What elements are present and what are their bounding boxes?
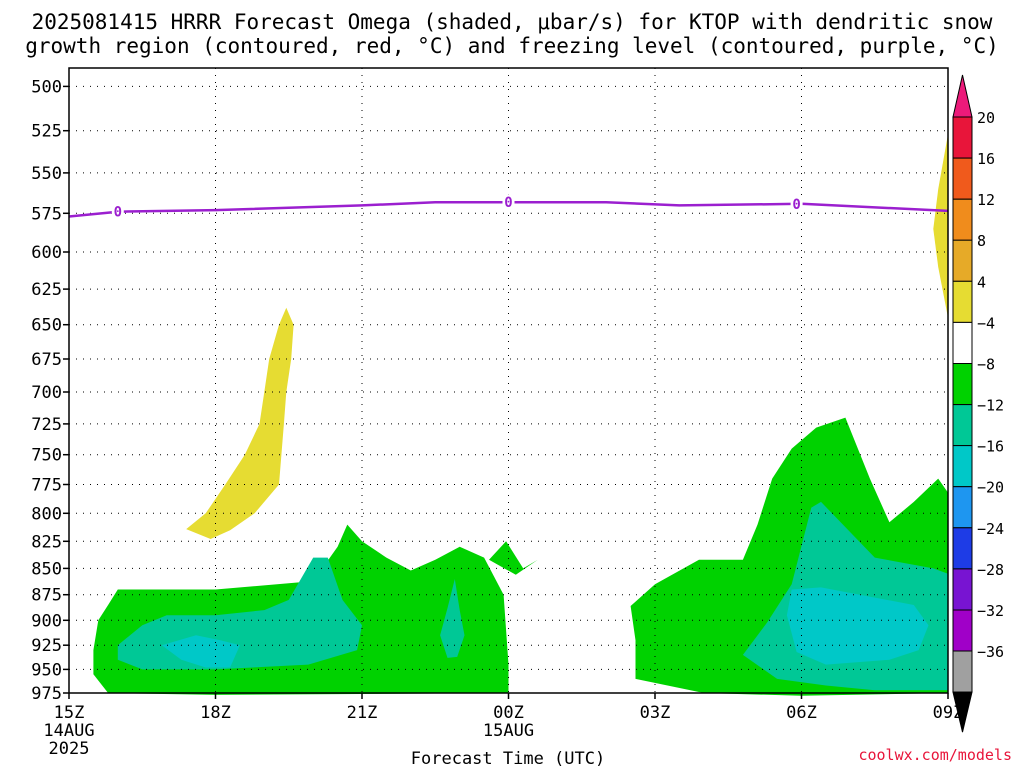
colorbar-swatch-9 <box>952 445 973 488</box>
colorbar-swatch-5 <box>952 280 973 323</box>
y-tick-label-525: 525 <box>31 122 62 142</box>
y-tick-label-925: 925 <box>31 636 62 656</box>
x-tick-label-09Z: 09Z <box>933 703 964 723</box>
colorbar-label-6: −4 <box>977 314 995 332</box>
freezing-level-label-1: 0 <box>114 205 122 221</box>
colorbar-swatch-6 <box>952 321 973 364</box>
freezing-level-label-bg-1 <box>111 203 124 220</box>
freezing-level-label-2: 0 <box>504 195 512 211</box>
x-tick-label-18Z: 18Z <box>200 703 231 723</box>
y-tick-label-625: 625 <box>31 280 62 300</box>
y-tick-label-575: 575 <box>31 204 62 224</box>
omega-region-5 <box>489 541 538 575</box>
colorbar-label-11: −24 <box>977 520 1004 538</box>
freezing-level-label-bg-3 <box>790 195 803 212</box>
y-tick-label-975: 975 <box>31 684 62 704</box>
colorbar-top-arrow <box>952 74 973 118</box>
colorbar-label-12: −28 <box>977 561 1004 579</box>
omega-region-10 <box>786 587 929 665</box>
y-tick-label-550: 550 <box>31 164 62 184</box>
colorbar-label-13: −32 <box>977 602 1004 620</box>
x-tick-label-06Z: 06Z <box>786 703 817 723</box>
x-tick-label-00Z: 00Z <box>493 703 524 723</box>
y-tick-label-725: 725 <box>31 415 62 435</box>
y-tick-label-750: 750 <box>31 446 62 466</box>
colorbar-swatch-2 <box>952 157 973 200</box>
colorbar-swatch-7 <box>952 363 973 406</box>
credit-text: coolwx.com/models <box>858 746 1012 764</box>
pressure-axis: 500 525 550 575 600 625 650 675 700 725 750 775 800 8… <box>31 77 69 704</box>
y-tick-label-900: 900 <box>31 611 62 631</box>
colorbar-swatch-14 <box>952 650 973 693</box>
x-tick-label-03Z: 03Z <box>640 703 671 723</box>
colorbar-label-14: −36 <box>977 643 1004 661</box>
colorbar-swatch-8 <box>952 404 973 447</box>
colorbar-swatch-4 <box>952 239 973 282</box>
x-tick-year-15Z: 2025 <box>49 739 90 759</box>
chart-title-line-1: 2025081415 HRRR Forecast Omega (shaded, … <box>32 10 993 34</box>
y-tick-label-875: 875 <box>31 586 62 606</box>
y-tick-label-700: 700 <box>31 383 62 403</box>
colorbar-label-1: 20 <box>977 109 995 127</box>
colorbar-label-7: −8 <box>977 356 995 374</box>
y-tick-label-500: 500 <box>31 77 62 97</box>
colorbar-swatch-3 <box>952 198 973 241</box>
y-tick-label-675: 675 <box>31 350 62 370</box>
colorbar-swatch-1 <box>952 116 973 159</box>
y-tick-label-800: 800 <box>31 504 62 524</box>
freezing-level-contour <box>68 200 949 218</box>
omega-region-1 <box>186 307 294 539</box>
x-tick-label-21Z: 21Z <box>347 703 378 723</box>
colorbar-label-3: 12 <box>977 191 995 209</box>
colorbar-swatch-10 <box>952 486 973 529</box>
x-tick-date-00Z: 15AUG <box>483 721 534 741</box>
colorbar-swatch-12 <box>952 568 973 611</box>
y-tick-label-825: 825 <box>31 532 62 552</box>
freezing-level-labels: 0 0 0 <box>111 194 803 221</box>
chart-title-line-2: growth region (contoured, red, °C) and f… <box>25 34 999 58</box>
x-tick-date-15Z: 14AUG <box>43 721 94 741</box>
omega-shaded-regions <box>93 134 948 696</box>
colorbar-swatch-11 <box>952 527 973 570</box>
x-axis-title: Forecast Time (UTC) <box>411 749 605 768</box>
omega-region-9 <box>161 635 240 668</box>
colorbar-bottom-arrow <box>952 691 973 733</box>
freezing-level-label-bg-2 <box>502 194 515 211</box>
omega-region-2 <box>933 134 948 318</box>
omega-region-7 <box>440 579 465 658</box>
omega-colorbar: 20 16 12 8 4 −4 −8 −12 −16 −20 −24 −28 −32 −36 <box>952 74 1004 733</box>
colorbar-label-2: 16 <box>977 150 995 168</box>
y-tick-label-600: 600 <box>31 243 62 263</box>
colorbar-label-8: −12 <box>977 397 1004 415</box>
y-tick-label-775: 775 <box>31 476 62 496</box>
x-tick-label-15Z: 15Z <box>54 703 85 723</box>
y-tick-label-850: 850 <box>31 559 62 579</box>
colorbar-label-10: −20 <box>977 479 1004 497</box>
y-tick-label-950: 950 <box>31 660 62 680</box>
colorbar-swatch-13 <box>952 609 973 652</box>
y-tick-label-650: 650 <box>31 316 62 336</box>
colorbar-label-5: 4 <box>977 273 986 291</box>
colorbar-label-9: −16 <box>977 438 1004 456</box>
freezing-level-label-3: 0 <box>792 197 800 213</box>
colorbar-label-4: 8 <box>977 232 986 250</box>
